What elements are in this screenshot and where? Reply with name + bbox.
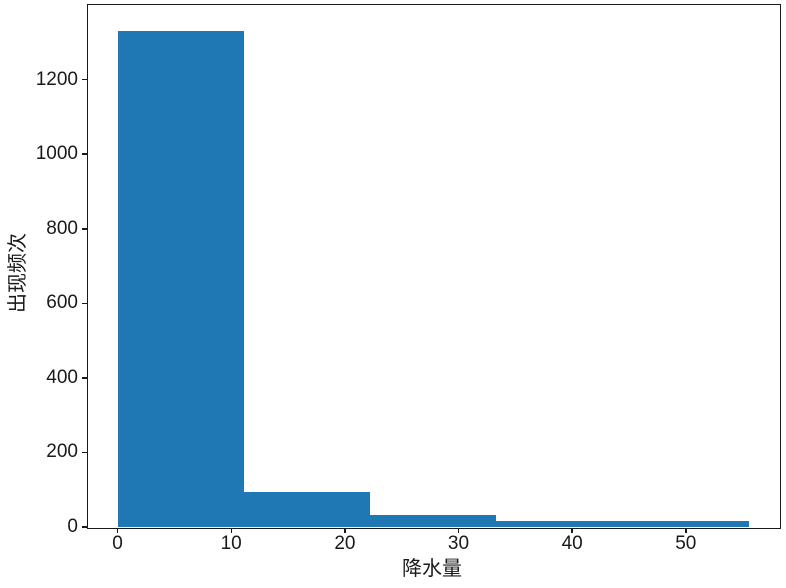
y-axis-tick [82,451,87,454]
x-tick-label: 20 [334,533,356,554]
y-axis-tick [82,377,87,379]
y-tick-label: 400 [46,366,78,388]
y-axis-tick [82,78,87,81]
x-tick-label: 10 [220,533,242,554]
x-axis-tick [230,528,232,533]
y-axis-tick [82,302,87,304]
histogram-bar [117,31,244,527]
histogram-bar [496,521,623,527]
y-tick-label: 600 [46,292,78,314]
plot-area [86,3,781,529]
x-axis-tick [344,528,346,533]
y-tick-label: 0 [67,516,78,537]
bars-layer [88,5,779,527]
x-tick-label: 0 [112,533,123,554]
y-tick-label: 200 [46,441,78,463]
x-tick-label: 40 [561,533,583,554]
x-axis-label: 降水量 [402,558,462,580]
y-tick-label: 800 [46,217,78,239]
x-axis-tick [116,528,119,533]
x-axis-tick [685,528,687,533]
x-tick-label: 50 [675,533,697,554]
x-axis-tick [457,528,460,533]
y-axis-tick [82,153,87,155]
y-tick-label: 1200 [35,68,78,90]
histogram-bar [622,521,749,527]
x-axis-tick [571,528,573,533]
y-axis-label: 出现频次 [7,233,29,313]
y-axis-tick [82,228,87,230]
histogram-bar [243,491,371,527]
histogram-bar [370,514,497,527]
x-tick-label: 30 [447,533,470,554]
y-tick-label: 1000 [35,143,78,165]
y-axis-tick [82,526,87,528]
